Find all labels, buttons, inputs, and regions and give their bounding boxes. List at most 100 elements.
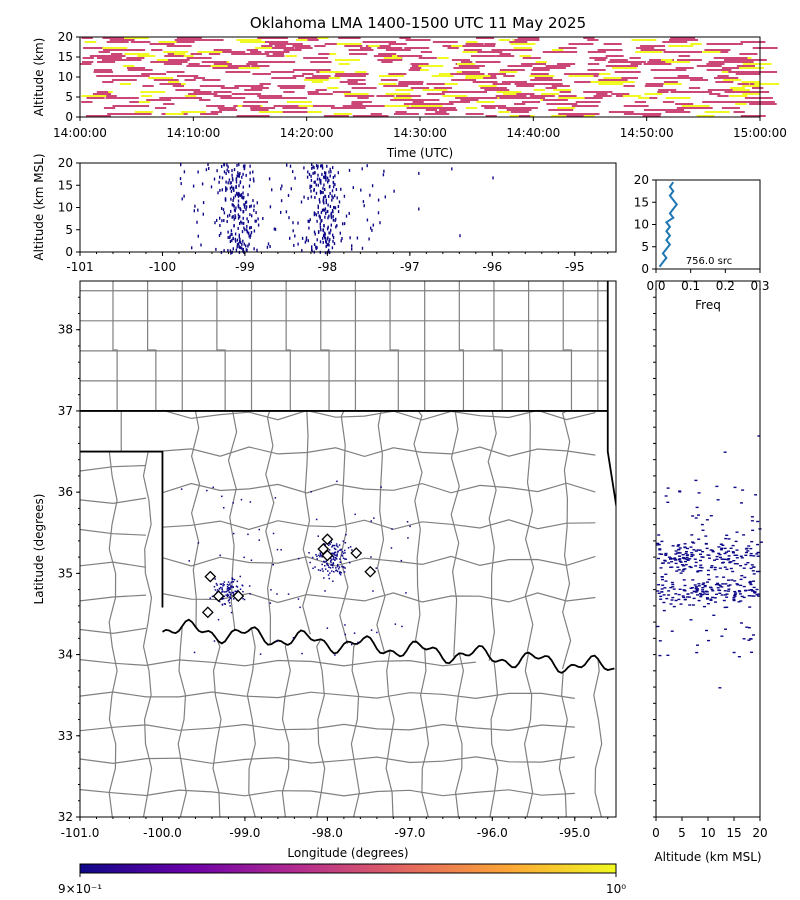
time-height-cell bbox=[598, 83, 624, 85]
lon-alt-source bbox=[191, 246, 193, 250]
time-height-cell bbox=[593, 95, 612, 97]
time-height-cell bbox=[514, 103, 526, 105]
time-height-cell bbox=[172, 85, 184, 87]
time-height-cell bbox=[186, 57, 212, 59]
alt-lat-source bbox=[699, 570, 703, 572]
lon-alt-source bbox=[330, 214, 332, 218]
time-height-cell bbox=[312, 69, 331, 71]
lon-alt-source bbox=[249, 164, 251, 168]
lon-alt-source bbox=[244, 201, 247, 204]
lon-alt-source bbox=[236, 238, 239, 242]
county-line bbox=[419, 649, 430, 817]
lon-alt-source bbox=[315, 164, 318, 168]
time-height-cell bbox=[718, 43, 743, 45]
time-height-cell bbox=[185, 95, 197, 97]
time-height-cell bbox=[411, 65, 424, 67]
alt-lat-source bbox=[671, 583, 675, 586]
plan-view-source bbox=[287, 593, 290, 595]
alt-lat-source bbox=[707, 639, 710, 642]
time-height-cell bbox=[552, 103, 578, 105]
plan-view-source bbox=[344, 633, 346, 636]
plan-view-y-tick-label: 36 bbox=[58, 485, 73, 499]
plan-view-source bbox=[323, 561, 326, 563]
alt-lat-source bbox=[672, 605, 676, 608]
time-height-cell bbox=[546, 103, 558, 105]
county-line bbox=[487, 410, 497, 661]
lon-alt-source bbox=[330, 223, 332, 227]
time-height-cell bbox=[302, 73, 314, 75]
alt-lat-source bbox=[694, 561, 698, 564]
lon-alt-source bbox=[245, 200, 248, 204]
lon-alt-source bbox=[225, 186, 227, 190]
lon-alt-x-tick-label: -100 bbox=[149, 260, 176, 274]
time-height-cell bbox=[166, 71, 185, 73]
time-height-cell bbox=[517, 37, 536, 39]
time-height-cell bbox=[201, 85, 220, 87]
alt-lat-source bbox=[675, 552, 679, 554]
time-height-cell bbox=[609, 59, 628, 61]
lon-alt-source bbox=[233, 208, 236, 212]
time-height-cell bbox=[598, 79, 610, 81]
lon-alt-source bbox=[228, 178, 231, 182]
alt-lat-source bbox=[747, 639, 751, 641]
alt-lat-source bbox=[708, 557, 711, 559]
time-height-cell bbox=[319, 75, 331, 77]
time-height-cell bbox=[702, 51, 721, 53]
lon-alt-source bbox=[196, 220, 198, 224]
time-height-cell bbox=[236, 115, 262, 117]
lon-alt-source bbox=[324, 194, 326, 198]
lon-alt-source bbox=[334, 194, 336, 198]
lon-alt-source bbox=[197, 208, 199, 212]
plan-view-source bbox=[344, 567, 346, 569]
alt-lat-source bbox=[713, 597, 717, 599]
plan-view-source bbox=[218, 600, 221, 603]
time-height-cell bbox=[265, 97, 284, 99]
alt-lat-source bbox=[747, 595, 751, 597]
time-height-cell bbox=[165, 55, 184, 57]
time-height-cell bbox=[451, 45, 463, 47]
lon-alt-source bbox=[230, 181, 232, 185]
lon-alt-source bbox=[332, 166, 334, 170]
lon-alt-source bbox=[348, 168, 351, 172]
plan-view-source bbox=[242, 597, 244, 600]
time-height-cell bbox=[186, 65, 212, 67]
plan-view-source bbox=[342, 566, 345, 568]
time-height-cell bbox=[665, 97, 691, 99]
county-line bbox=[80, 594, 147, 602]
county-line bbox=[302, 410, 312, 635]
time-height-cell bbox=[678, 55, 690, 57]
alt-lat-source bbox=[730, 579, 734, 581]
time-height-cell bbox=[471, 55, 496, 57]
alt-lat-source bbox=[724, 551, 728, 553]
lon-alt-ylabel: Altitude (km MSL) bbox=[32, 153, 46, 260]
alt-lat-source bbox=[690, 552, 694, 554]
time-height-cell bbox=[644, 51, 663, 53]
lon-alt-source bbox=[348, 211, 350, 215]
time-height-cell bbox=[250, 109, 269, 111]
time-height-cell bbox=[420, 51, 433, 53]
station-marker bbox=[201, 606, 214, 619]
alt-lat-source bbox=[691, 579, 695, 581]
time-height-cell bbox=[548, 109, 574, 111]
lon-alt-source bbox=[232, 203, 234, 207]
colorbar: 9×10⁻¹ 10⁰ bbox=[58, 863, 626, 896]
lon-alt-source bbox=[319, 222, 321, 226]
time-height-cell bbox=[528, 83, 547, 85]
plan-view-y-tick-label: 38 bbox=[58, 323, 73, 337]
plan-view-source bbox=[231, 577, 233, 579]
lon-alt-source bbox=[292, 221, 294, 225]
alt-lat-source bbox=[737, 601, 741, 603]
alt-lat-source bbox=[740, 622, 743, 624]
lon-alt-source bbox=[233, 204, 235, 208]
time-height-cell bbox=[315, 89, 327, 91]
lon-alt-source bbox=[327, 209, 329, 213]
time-height-cell bbox=[129, 101, 141, 103]
alt-lat-source bbox=[703, 605, 706, 608]
time-height-cell bbox=[484, 43, 496, 45]
county-line bbox=[562, 281, 573, 411]
lon-alt-source bbox=[332, 185, 335, 189]
plan-view-y-tick-label: 37 bbox=[58, 404, 73, 418]
lon-alt-source bbox=[227, 214, 229, 218]
time-height-cell bbox=[466, 73, 485, 75]
